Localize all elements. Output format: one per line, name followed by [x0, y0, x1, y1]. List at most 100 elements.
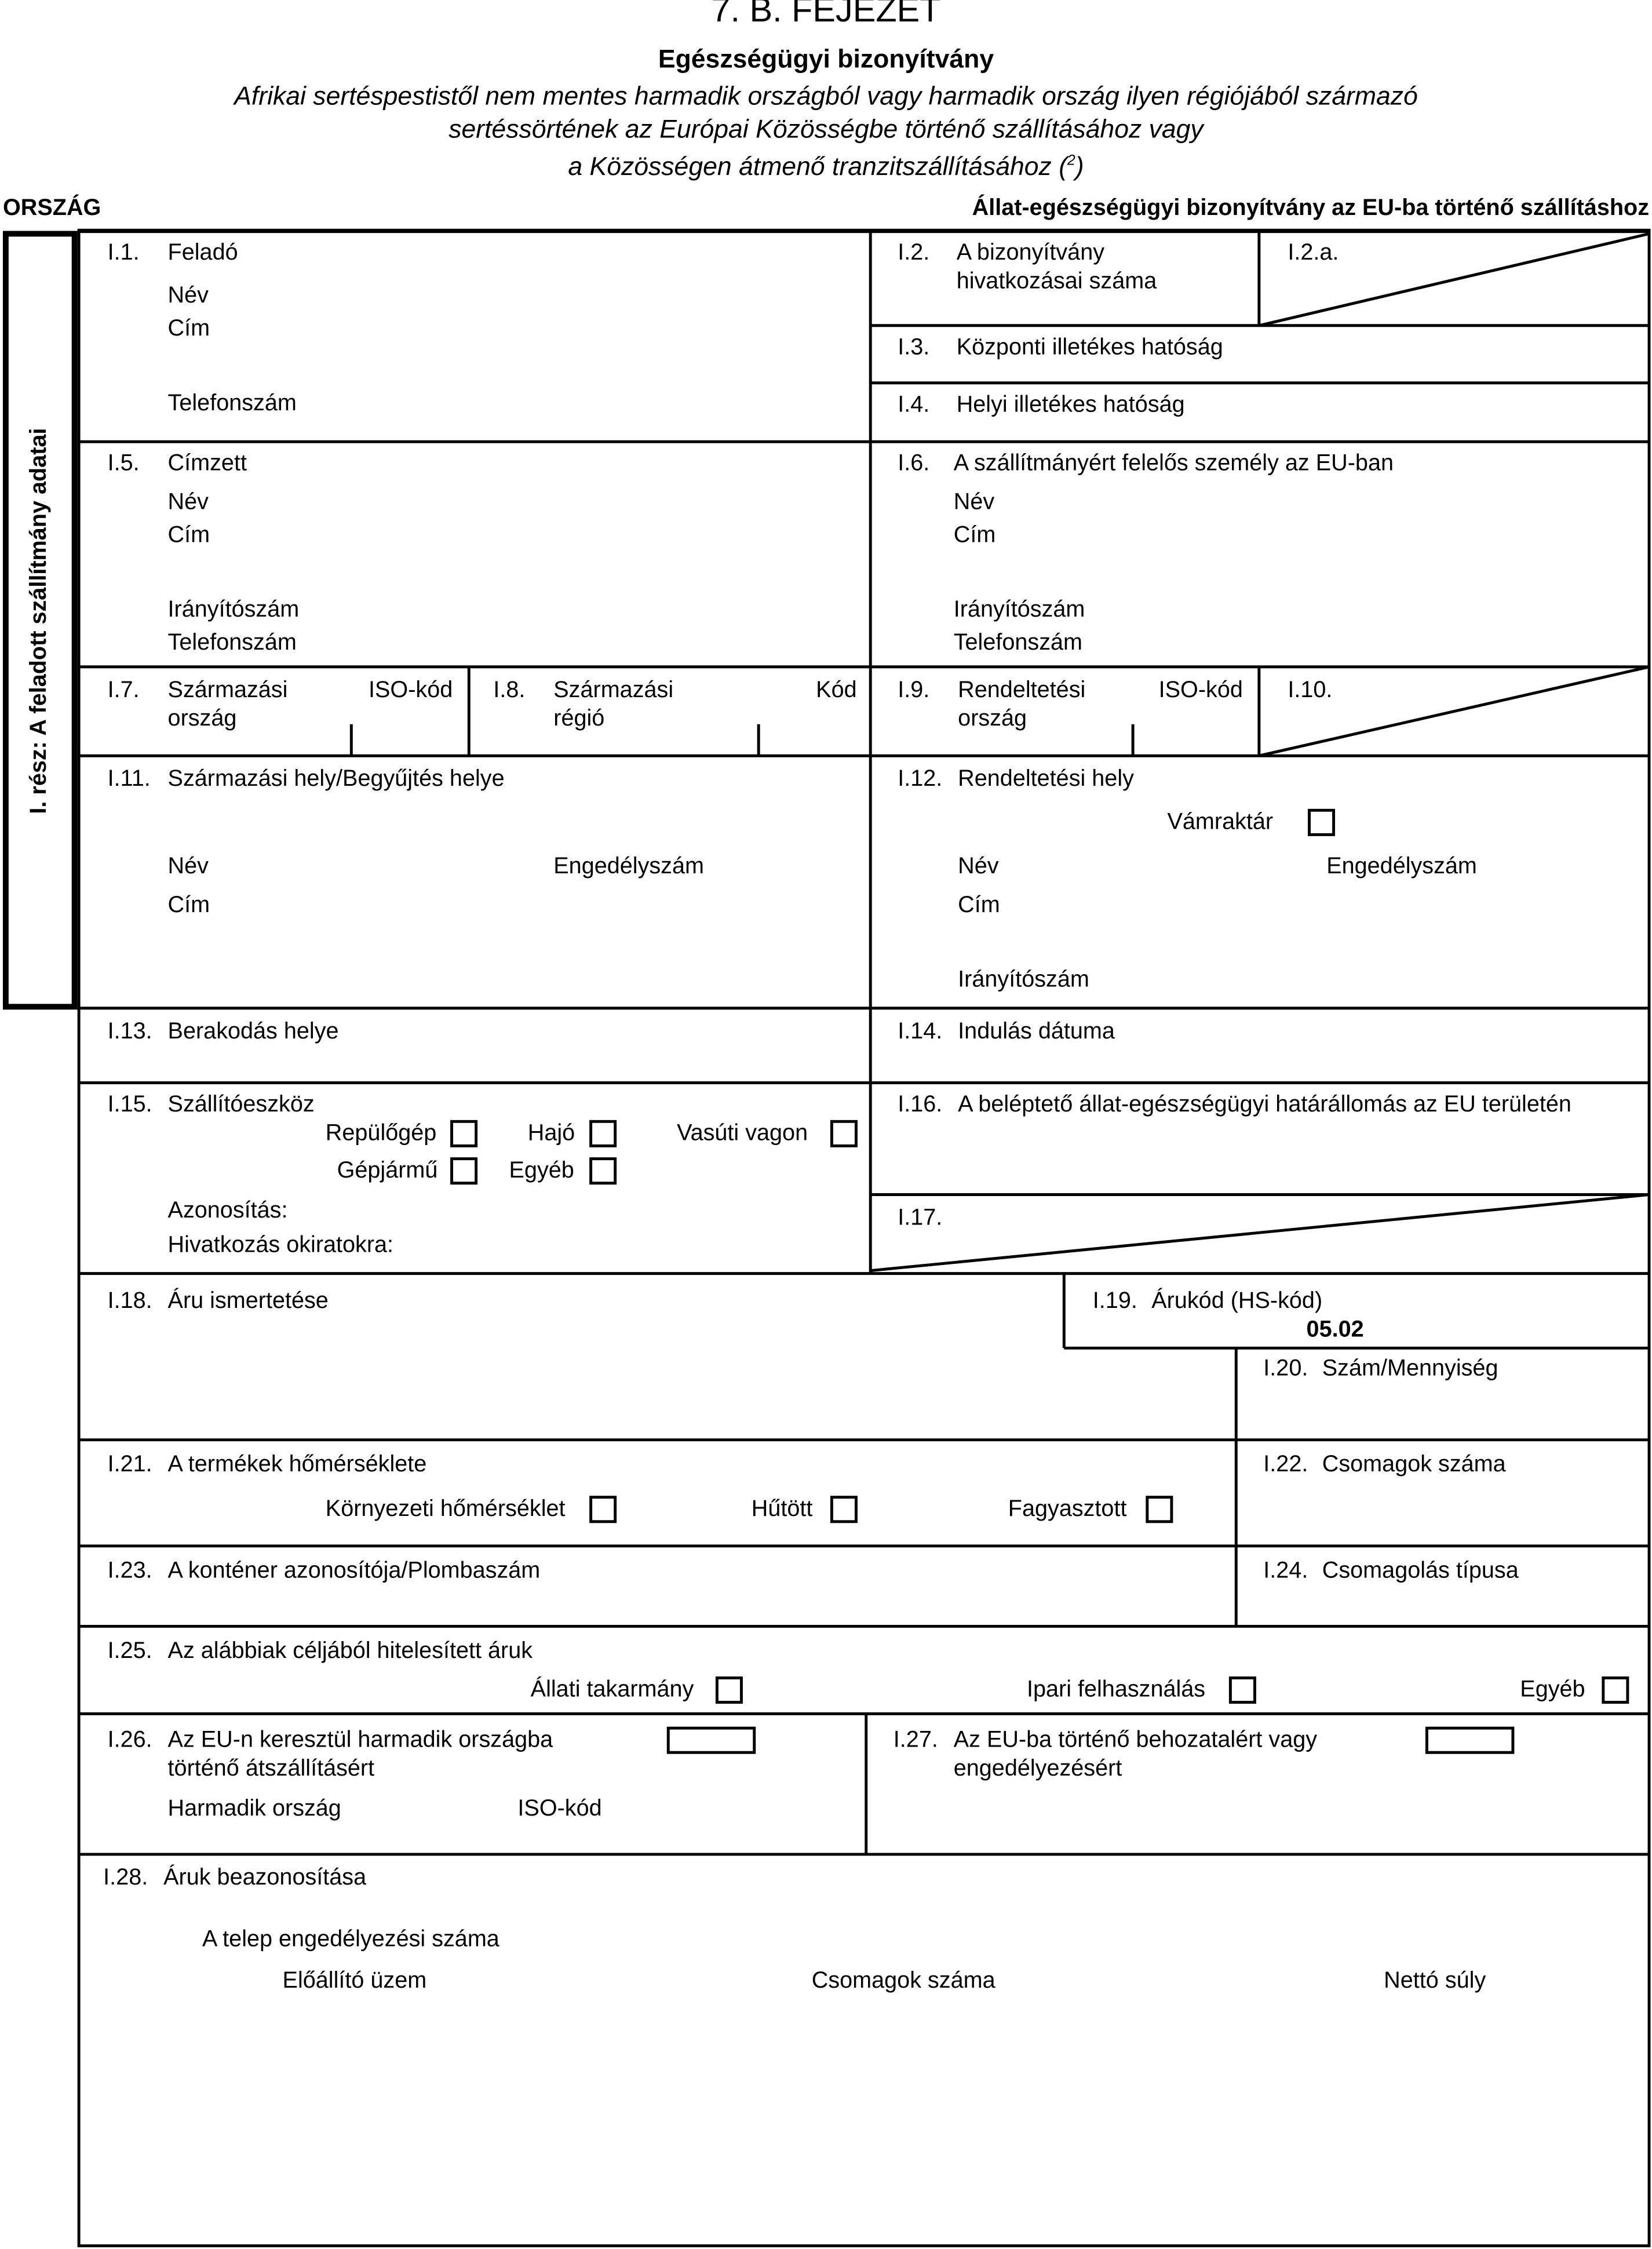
i8-num: I.8.: [493, 678, 526, 703]
i16-label: A beléptető állat-egészségügyi határállo…: [958, 1092, 1571, 1117]
i28-plant: Előállító üzem: [282, 1969, 427, 1993]
transit-checkbox[interactable]: [666, 1726, 756, 1754]
i15-identification[interactable]: Azonosítás:: [167, 1198, 288, 1224]
i7-code: ISO-kód: [369, 678, 453, 703]
industrial-checkbox[interactable]: [1228, 1676, 1256, 1704]
ambient-checkbox[interactable]: [589, 1496, 617, 1523]
other-purpose-label: Egyéb: [1520, 1678, 1585, 1703]
chilled-checkbox[interactable]: [830, 1496, 858, 1523]
hs-code-value: 05.02: [1306, 1318, 1364, 1343]
i9-label2: ország: [958, 707, 1027, 732]
ambient-label: Környezeti hőmérséklet: [325, 1497, 566, 1522]
rail-checkbox[interactable]: [830, 1120, 858, 1147]
i1-name[interactable]: Név: [167, 284, 209, 309]
i21-num: I.21.: [107, 1452, 152, 1478]
i14-num: I.14.: [898, 1019, 943, 1044]
frozen-checkbox[interactable]: [1146, 1496, 1173, 1523]
i13-num: I.13.: [107, 1019, 152, 1044]
i1-phone[interactable]: Telefonszám: [167, 391, 297, 416]
i25-label: Az alábbiak céljából hitelesített áruk: [167, 1639, 533, 1664]
i12-address[interactable]: Cím: [958, 893, 1000, 918]
rail-label: Vasúti vagon: [677, 1121, 808, 1146]
i28-packages: Csomagok száma: [811, 1969, 995, 1993]
i5-zip[interactable]: Irányítószám: [167, 597, 300, 623]
vehicle-checkbox[interactable]: [450, 1157, 478, 1185]
feed-checkbox[interactable]: [715, 1676, 743, 1704]
part-one-sidebar: I. rész: A feladott szállítmány adatai: [2, 231, 78, 1010]
i12-approval[interactable]: Engedélyszám: [1326, 854, 1477, 880]
i8-code: Kód: [816, 678, 857, 703]
i26-label2: történő átszállításért: [167, 1756, 375, 1781]
ship-checkbox[interactable]: [589, 1120, 617, 1147]
i6-label: A szállítmányért felelős személy az EU-b…: [953, 451, 1394, 476]
i5-address[interactable]: Cím: [167, 523, 210, 548]
industrial-label: Ipari felhasználás: [1026, 1678, 1206, 1703]
i23-num: I.23.: [107, 1559, 152, 1584]
chapter-title: 7. B. FEJEZET: [711, 0, 941, 30]
plane-label: Repülőgép: [325, 1121, 437, 1146]
i5-label: Címzett: [167, 451, 247, 476]
i28-net-weight: Nettó súly: [1384, 1969, 1486, 1993]
i11-approval[interactable]: Engedélyszám: [553, 854, 705, 880]
plane-checkbox[interactable]: [450, 1120, 478, 1147]
i5-num: I.5.: [107, 451, 140, 476]
i3-label: Központi illetékes hatóság: [956, 336, 1223, 360]
i28-label: Áruk beazonosítása: [163, 1865, 367, 1890]
i24-label: Csomagolás típusa: [1322, 1559, 1519, 1584]
i11-label: Származási hely/Begyűjtés helye: [167, 767, 505, 792]
other-transport-checkbox[interactable]: [589, 1157, 617, 1185]
i11-address[interactable]: Cím: [167, 893, 210, 918]
i28-approval-number: A telep engedélyezési száma: [202, 1927, 499, 1952]
other-purpose-checkbox[interactable]: [1602, 1676, 1629, 1704]
i11-name[interactable]: Név: [167, 854, 209, 880]
i3-num: I.3.: [898, 336, 930, 360]
i9-label: Rendeltetési: [958, 678, 1086, 703]
subtitle-line-1: Afrikai sertéspestistől nem mentes harma…: [234, 82, 1418, 111]
i12-name[interactable]: Név: [958, 854, 999, 880]
i12-label: Rendeltetési hely: [958, 767, 1134, 792]
i19-label: Árukód (HS-kód): [1151, 1289, 1323, 1314]
i14-label: Indulás dátuma: [958, 1019, 1115, 1044]
i8-label: Származási: [553, 678, 674, 703]
i18-label: Áru ismertetése: [167, 1289, 329, 1314]
i19-num: I.19.: [1092, 1289, 1137, 1314]
i6-zip[interactable]: Irányítószám: [953, 597, 1085, 623]
i12-zip[interactable]: Irányítószám: [958, 968, 1089, 993]
i28-num: I.28.: [103, 1865, 148, 1890]
i26-label: Az EU-n keresztül harmadik országba: [167, 1728, 553, 1753]
i6-phone[interactable]: Telefonszám: [953, 630, 1083, 655]
i2a-num: I.2.a.: [1288, 240, 1339, 265]
i7-num: I.7.: [107, 678, 140, 703]
i2-num: I.2.: [898, 240, 930, 265]
i26-iso-code[interactable]: ISO-kód: [517, 1796, 602, 1821]
ship-label: Hajó: [527, 1121, 575, 1146]
import-checkbox[interactable]: [1425, 1726, 1515, 1754]
i5-name[interactable]: Név: [167, 490, 209, 515]
i25-num: I.25.: [107, 1639, 152, 1664]
i5-phone[interactable]: Telefonszám: [167, 630, 297, 655]
i26-third-country[interactable]: Harmadik ország: [167, 1796, 341, 1821]
i27-label2: engedélyezésért: [953, 1756, 1122, 1781]
i24-num: I.24.: [1263, 1559, 1308, 1584]
i9-code: ISO-kód: [1158, 678, 1243, 703]
i1-address[interactable]: Cím: [167, 316, 210, 342]
i1-label: Feladó: [167, 240, 238, 265]
i6-address[interactable]: Cím: [953, 523, 996, 548]
i4-num: I.4.: [898, 393, 930, 418]
i1-num: I.1.: [107, 240, 140, 265]
i12-num: I.12.: [898, 767, 943, 792]
i15-documents[interactable]: Hivatkozás okiratokra:: [167, 1233, 394, 1258]
i6-name[interactable]: Név: [953, 490, 995, 515]
customs-warehouse-checkbox[interactable]: [1308, 808, 1336, 836]
frozen-label: Fagyasztott: [1008, 1497, 1127, 1522]
i8-label2: régió: [553, 707, 605, 732]
i27-num: I.27.: [893, 1728, 938, 1753]
i22-label: Csomagok száma: [1322, 1452, 1506, 1478]
i26-num: I.26.: [107, 1728, 152, 1753]
i7-label2: ország: [167, 707, 237, 732]
i4-label: Helyi illetékes hatóság: [956, 393, 1185, 418]
i6-num: I.6.: [898, 451, 930, 476]
i15-num: I.15.: [107, 1092, 152, 1117]
